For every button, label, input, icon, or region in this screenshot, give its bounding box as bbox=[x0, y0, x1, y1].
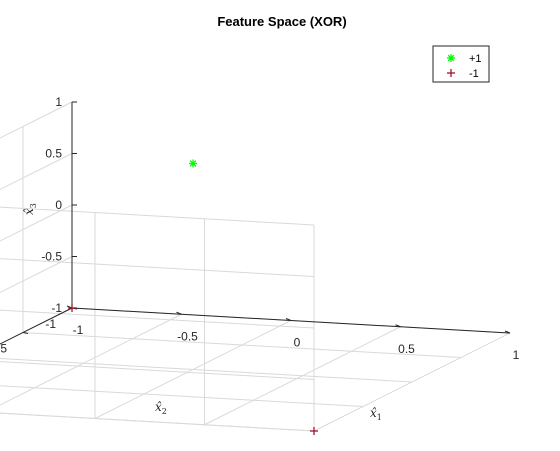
data-point-minus1 bbox=[68, 304, 76, 312]
grid-line bbox=[0, 307, 73, 345]
y-axis-label: x̂2 bbox=[155, 400, 167, 416]
z-tick-label: 1 bbox=[55, 95, 62, 109]
data-point-minus1 bbox=[310, 427, 318, 435]
z-axis-label: x̂3 bbox=[22, 203, 38, 215]
x-tick bbox=[285, 318, 292, 321]
data-markers bbox=[68, 159, 318, 435]
legend-marker bbox=[447, 69, 455, 77]
legend-marker bbox=[447, 54, 455, 62]
z-tick-label: -0.5 bbox=[41, 250, 62, 264]
grid-line bbox=[313, 332, 511, 432]
tick-labels: -1-0.500.51-1-0.500.51-1-0.500.51 bbox=[0, 95, 520, 362]
legend-label: -1 bbox=[469, 68, 479, 80]
grid-line bbox=[204, 326, 401, 426]
data-point-plus1 bbox=[189, 159, 197, 168]
z-tick-label: -1 bbox=[51, 301, 62, 315]
z-tick-label: 0.5 bbox=[45, 147, 62, 161]
chart-title: Feature Space (XOR) bbox=[217, 14, 346, 29]
grid-line bbox=[0, 307, 73, 345]
legend-box bbox=[432, 45, 490, 83]
grid-line bbox=[0, 206, 315, 226]
x-axis-label: x̂1 bbox=[370, 406, 382, 422]
grid-line bbox=[0, 357, 413, 383]
grid-line bbox=[0, 258, 315, 277]
legend-label: +1 bbox=[469, 53, 482, 65]
x-tick bbox=[504, 330, 511, 334]
x-tick-label: -1 bbox=[73, 323, 84, 337]
grid-line bbox=[0, 256, 73, 294]
axis-layer bbox=[0, 101, 511, 345]
y-tick-label: -0.5 bbox=[0, 342, 7, 356]
y-tick-label: -1 bbox=[45, 317, 56, 331]
grid-line bbox=[0, 204, 73, 242]
grid-line bbox=[0, 153, 73, 191]
grid-line bbox=[0, 385, 364, 407]
x-tick-label: -0.5 bbox=[177, 329, 198, 343]
x-tick bbox=[395, 324, 401, 328]
grid-line bbox=[0, 101, 73, 139]
x-tick-label: 0 bbox=[294, 336, 301, 350]
y-tick bbox=[22, 332, 29, 334]
z-tick-label: 0 bbox=[55, 198, 62, 212]
grid-layer bbox=[0, 101, 511, 432]
x-tick-label: 0.5 bbox=[398, 342, 415, 356]
x-tick-label: 1 bbox=[513, 348, 520, 362]
legend: +1-1 bbox=[432, 45, 490, 83]
x-tick bbox=[176, 311, 182, 315]
y-axis-line bbox=[0, 307, 73, 345]
